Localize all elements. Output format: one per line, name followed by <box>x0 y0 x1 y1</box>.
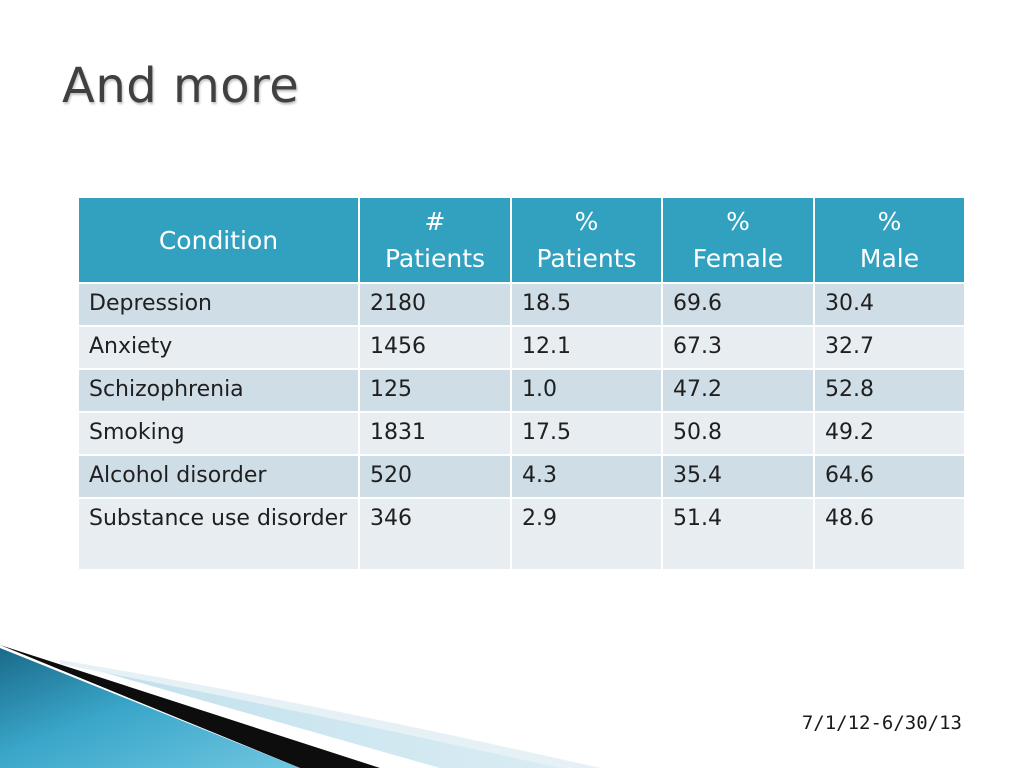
black-wedge-shape <box>0 645 380 768</box>
pale-wedge-light-shape <box>60 660 600 768</box>
cell-pct-patients: 4.3 <box>510 454 663 499</box>
cell-condition: Smoking <box>77 411 360 456</box>
cell-pct-patients: 17.5 <box>510 411 663 456</box>
cell-condition: Schizophrenia <box>77 368 360 413</box>
cell-pct-patients: 18.5 <box>510 282 663 327</box>
table-row: Substance use disorder 346 2.9 51.4 48.6 <box>77 497 966 571</box>
cell-condition: Substance use disorder <box>77 497 360 571</box>
cell-pct-female: 35.4 <box>661 454 815 499</box>
cell-num-patients: 1456 <box>358 325 512 370</box>
slide-title: And more <box>62 58 300 114</box>
footer-date-range: 7/1/12-6/30/13 <box>801 712 962 734</box>
table-row: Alcohol disorder 520 4.3 35.4 64.6 <box>77 454 966 499</box>
table-row: Smoking 1831 17.5 50.8 49.2 <box>77 411 966 456</box>
cell-num-patients: 346 <box>358 497 512 571</box>
cell-pct-male: 49.2 <box>813 411 966 456</box>
cell-pct-female: 51.4 <box>661 497 815 571</box>
cell-pct-male: 30.4 <box>813 282 966 327</box>
cell-pct-female: 50.8 <box>661 411 815 456</box>
cell-pct-patients: 2.9 <box>510 497 663 571</box>
cell-condition: Anxiety <box>77 325 360 370</box>
header-pct-patients: % Patients <box>510 196 663 284</box>
header-condition: Condition <box>77 196 360 284</box>
cell-condition: Alcohol disorder <box>77 454 360 499</box>
cell-num-patients: 1831 <box>358 411 512 456</box>
cell-num-patients: 2180 <box>358 282 512 327</box>
header-pct-female: % Female <box>661 196 815 284</box>
cell-pct-female: 69.6 <box>661 282 815 327</box>
cell-pct-patients: 12.1 <box>510 325 663 370</box>
cell-pct-male: 64.6 <box>813 454 966 499</box>
table-row: Depression 2180 18.5 69.6 30.4 <box>77 282 966 327</box>
cell-condition: Depression <box>77 282 360 327</box>
cell-pct-patients: 1.0 <box>510 368 663 413</box>
cell-pct-male: 52.8 <box>813 368 966 413</box>
table-row: Anxiety 1456 12.1 67.3 32.7 <box>77 325 966 370</box>
header-pct-male: % Male <box>813 196 966 284</box>
cell-pct-female: 67.3 <box>661 325 815 370</box>
table-header-row: Condition # Patients % Patients % Female… <box>77 196 966 284</box>
conditions-table: Condition # Patients % Patients % Female… <box>77 196 966 571</box>
cell-pct-male: 48.6 <box>813 497 966 571</box>
cell-num-patients: 520 <box>358 454 512 499</box>
cell-num-patients: 125 <box>358 368 512 413</box>
cell-pct-female: 47.2 <box>661 368 815 413</box>
teal-wedge-shape <box>0 648 300 768</box>
table-row: Schizophrenia 125 1.0 47.2 52.8 <box>77 368 966 413</box>
cell-pct-male: 32.7 <box>813 325 966 370</box>
header-num-patients: # Patients <box>358 196 512 284</box>
